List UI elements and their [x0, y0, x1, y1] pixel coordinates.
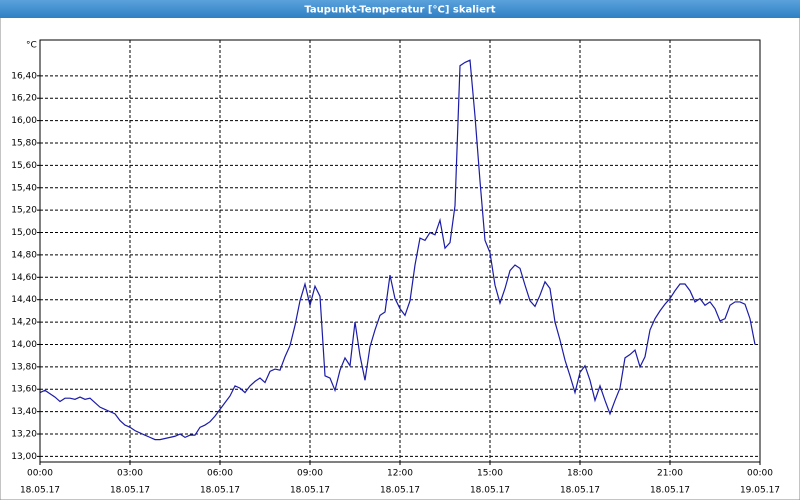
- plot-frame: [39, 39, 761, 463]
- y-tick-label: 14,20: [11, 318, 37, 328]
- y-tick-label: 15,80: [11, 138, 37, 148]
- x-tick-label: 03:00: [117, 469, 143, 479]
- x-tick-label: 00:00: [747, 469, 773, 479]
- x-tick-date: 18.05.17: [290, 486, 330, 496]
- title-bar: [0, 0, 800, 18]
- y-tick-label: 13,40: [11, 407, 37, 417]
- y-unit: °C: [26, 41, 37, 51]
- y-tick-label: 16,00: [11, 116, 37, 126]
- y-tick-label: 15,00: [11, 228, 37, 238]
- y-tick-label: 13,00: [11, 452, 37, 462]
- chart-title: Taupunkt-Temperatur [°C] skaliert: [304, 5, 495, 16]
- x-tick-label: 21:00: [657, 469, 683, 479]
- x-tick-date: 18.05.17: [20, 486, 60, 496]
- x-tick-date: 18.05.17: [650, 486, 690, 496]
- x-tick-label: 18:00: [567, 469, 593, 479]
- x-tick-date: 18.05.17: [380, 486, 420, 496]
- x-tick-date: 19.05.17: [740, 486, 780, 496]
- y-tick-label: 13,60: [11, 385, 37, 395]
- x-tick-date: 18.05.17: [200, 486, 240, 496]
- x-tick-label: 06:00: [207, 469, 233, 479]
- y-tick-label: 16,40: [11, 71, 37, 81]
- plot: [39, 59, 756, 441]
- y-tick-label: 15,20: [11, 206, 37, 216]
- x-tick-label: 15:00: [477, 469, 503, 479]
- x-tick-label: 12:00: [387, 469, 413, 479]
- y-tick-label: 14,80: [11, 250, 37, 260]
- y-tick-label: 15,60: [11, 161, 37, 171]
- y-tick-label: 13,80: [11, 362, 37, 372]
- y-tick-label: 13,20: [11, 430, 37, 440]
- y-tick-label: 14,60: [11, 273, 37, 283]
- y-tick-label: 15,40: [11, 183, 37, 193]
- x-tick-date: 18.05.17: [470, 486, 510, 496]
- x-tick-date: 18.05.17: [110, 486, 150, 496]
- y-tick-label: 14,00: [11, 340, 37, 350]
- y-tick-label: 14,40: [11, 295, 37, 305]
- x-tick-label: 09:00: [297, 469, 323, 479]
- data-line: [39, 59, 756, 441]
- y-tick-label: 16,20: [11, 94, 37, 104]
- x-tick-date: 18.05.17: [560, 486, 600, 496]
- x-tick-label: 00:00: [27, 469, 53, 479]
- grid: [37, 40, 761, 465]
